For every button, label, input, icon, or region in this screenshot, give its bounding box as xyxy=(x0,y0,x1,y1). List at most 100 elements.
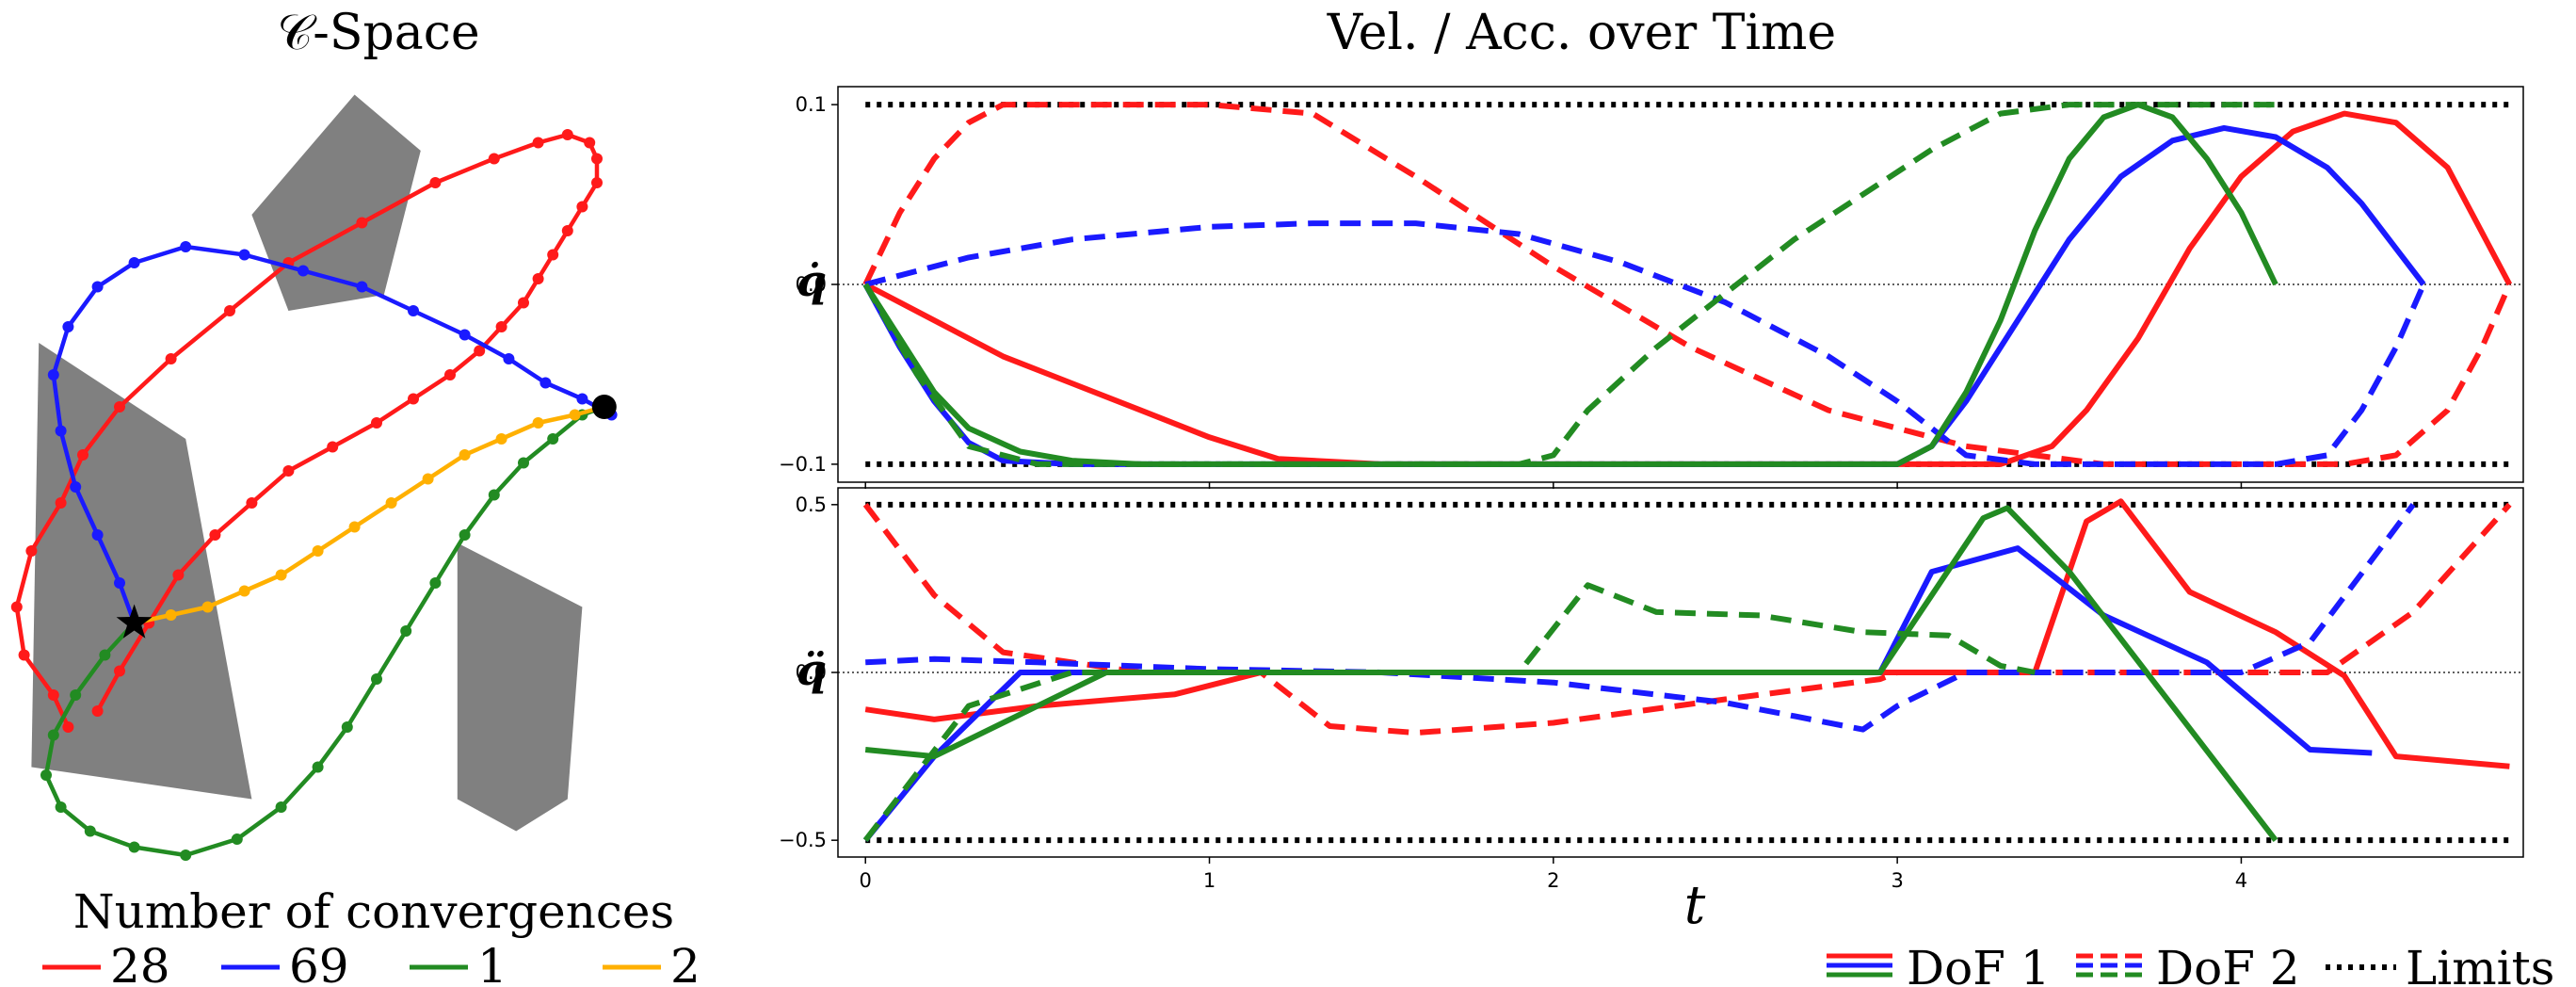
cspace-point xyxy=(238,585,250,597)
cspace-point xyxy=(532,137,544,149)
xtick-label: 1 xyxy=(1203,869,1216,892)
cspace-point xyxy=(201,601,214,613)
legend-label-dof-2: DoF 2 xyxy=(2156,941,2300,987)
cspace-point xyxy=(10,601,23,613)
cspace-point xyxy=(488,153,500,165)
series-dof-2-dashed xyxy=(865,502,2416,733)
cspace-point xyxy=(576,201,588,213)
cspace-point xyxy=(547,433,559,445)
cspace-point xyxy=(114,665,125,677)
cspace-path-1 xyxy=(43,404,605,858)
cspace-point xyxy=(62,721,74,733)
cspace-point xyxy=(503,353,515,364)
start-star-marker xyxy=(116,604,153,639)
cspace-point xyxy=(70,689,82,701)
cspace-point xyxy=(539,377,552,389)
cspace-point xyxy=(246,497,258,509)
cspace-point xyxy=(114,577,125,589)
cspace-point xyxy=(348,521,361,533)
time-xlabel: t xyxy=(1684,875,1706,936)
cspace-point xyxy=(77,449,89,461)
cspace-point xyxy=(444,369,456,380)
cspace-point xyxy=(495,433,507,445)
cspace-plot xyxy=(10,94,618,861)
xtick-label: 0 xyxy=(860,869,872,892)
series-dof-1-solid xyxy=(864,498,2510,769)
cspace-point xyxy=(341,721,353,733)
cspace-point xyxy=(231,833,243,845)
cspace-point xyxy=(591,153,603,165)
cspace-point xyxy=(312,545,324,557)
cspace-point xyxy=(385,497,397,509)
cspace-point xyxy=(459,529,471,541)
cspace-point xyxy=(356,217,368,229)
cspace-point xyxy=(55,425,67,437)
cspace-point xyxy=(576,393,588,405)
cspace-point xyxy=(518,457,529,469)
series-dof-1-solid xyxy=(863,110,2513,467)
ytick-label: 0.5 xyxy=(796,494,827,516)
cspace-point xyxy=(282,465,295,477)
cspace-title: 𝒞-Space xyxy=(277,5,479,61)
cspace-point xyxy=(47,369,59,380)
cspace-point xyxy=(180,849,192,861)
cspace-point xyxy=(561,129,573,140)
cspace-point xyxy=(371,673,382,685)
vel-acc-title: Vel. / Acc. over Time xyxy=(1327,5,1836,61)
cspace-point xyxy=(91,529,104,541)
goal-circle-marker xyxy=(591,395,617,419)
cspace-point xyxy=(532,417,544,429)
cspace-point xyxy=(172,569,185,581)
cspace-point xyxy=(298,265,309,277)
series-dof-2-dashed xyxy=(862,102,2513,467)
xtick-label: 3 xyxy=(1891,869,1903,892)
dof-legend: DoF 1 DoF 2 Limits xyxy=(1827,941,2554,987)
series-dof-2-dashed xyxy=(862,582,2036,843)
cspace-point xyxy=(495,321,507,332)
ytick-label: 0.1 xyxy=(796,93,827,116)
xtick-label: 4 xyxy=(2235,869,2247,892)
cspace-point xyxy=(91,281,104,293)
cspace-point xyxy=(165,609,177,621)
cspace-path-2 xyxy=(134,404,605,625)
cspace-point xyxy=(165,353,177,364)
cspace-point xyxy=(224,305,235,316)
cspace-point xyxy=(209,529,221,541)
cspace-point xyxy=(459,329,471,341)
series-dof-1-solid xyxy=(864,505,2278,843)
xtick-label: 2 xyxy=(1547,869,1559,892)
legend-label-dof-1: DoF 1 xyxy=(1907,941,2051,987)
cspace-point xyxy=(47,729,59,741)
cspace-point xyxy=(547,249,559,261)
cspace-point xyxy=(429,177,442,188)
cspace-point xyxy=(275,569,287,581)
cspace-point xyxy=(180,241,192,252)
cspace-point xyxy=(114,401,125,413)
series-dof-2-dashed xyxy=(864,220,2426,467)
cspace-point xyxy=(356,281,368,293)
cspace-point xyxy=(584,137,596,149)
legend-label-69: 69 xyxy=(289,939,349,987)
cspace-point xyxy=(488,489,500,501)
cspace-point xyxy=(422,473,434,485)
obstacle-1 xyxy=(251,94,421,311)
cspace-point xyxy=(99,649,111,661)
ytick-label: 0.0 xyxy=(796,273,827,296)
cspace-point xyxy=(371,417,382,429)
cspace-point xyxy=(518,297,529,309)
cspace-point xyxy=(238,249,250,261)
cspace-point xyxy=(128,257,140,268)
series-dof-2-dashed xyxy=(862,502,2512,736)
series-dof-1-solid xyxy=(862,545,2373,843)
acceleration-axes: 0.5 0.0 −0.5 0 1 2 3 4 xyxy=(779,487,2524,892)
cspace-point xyxy=(569,409,581,421)
cspace-point xyxy=(40,769,52,781)
acceleration-ylabel: q̈ xyxy=(797,644,827,695)
cspace-point xyxy=(70,481,82,493)
cspace-point xyxy=(591,177,603,188)
cspace-point xyxy=(55,801,67,813)
cspace-point xyxy=(408,305,419,316)
cspace-point xyxy=(128,841,140,853)
cspace-point xyxy=(47,689,59,701)
